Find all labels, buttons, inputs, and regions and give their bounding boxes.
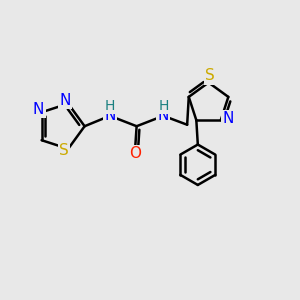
Text: H: H bbox=[105, 99, 115, 113]
Text: N: N bbox=[33, 102, 44, 117]
Text: N: N bbox=[59, 93, 71, 108]
Text: S: S bbox=[59, 143, 69, 158]
Text: N: N bbox=[223, 111, 234, 126]
Text: O: O bbox=[129, 146, 141, 161]
Text: H: H bbox=[158, 99, 169, 113]
Text: N: N bbox=[104, 108, 116, 123]
Text: N: N bbox=[158, 108, 169, 123]
Text: S: S bbox=[205, 68, 215, 83]
